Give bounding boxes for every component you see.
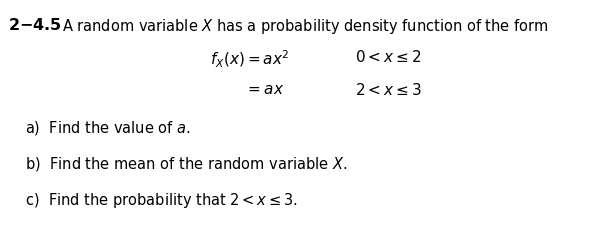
- Text: $f_X(x) = ax^2$: $f_X(x) = ax^2$: [210, 49, 290, 70]
- Text: $= ax$: $= ax$: [245, 82, 284, 97]
- Text: $\mathbf{2}$$\mathbf{-}$$\mathbf{4.5}$: $\mathbf{2}$$\mathbf{-}$$\mathbf{4.5}$: [8, 17, 62, 33]
- Text: $2 < x \leq 3$: $2 < x \leq 3$: [355, 82, 421, 98]
- Text: A random variable $X$ has a probability density function of the form: A random variable $X$ has a probability …: [62, 17, 548, 36]
- Text: c)  Find the probability that $2 < x \leq 3$.: c) Find the probability that $2 < x \leq…: [25, 191, 298, 210]
- Text: b)  Find the mean of the random variable $X$.: b) Find the mean of the random variable …: [25, 155, 347, 173]
- Text: $0 < x \leq 2$: $0 < x \leq 2$: [355, 49, 421, 65]
- Text: a)  Find the value of $a$.: a) Find the value of $a$.: [25, 119, 191, 137]
